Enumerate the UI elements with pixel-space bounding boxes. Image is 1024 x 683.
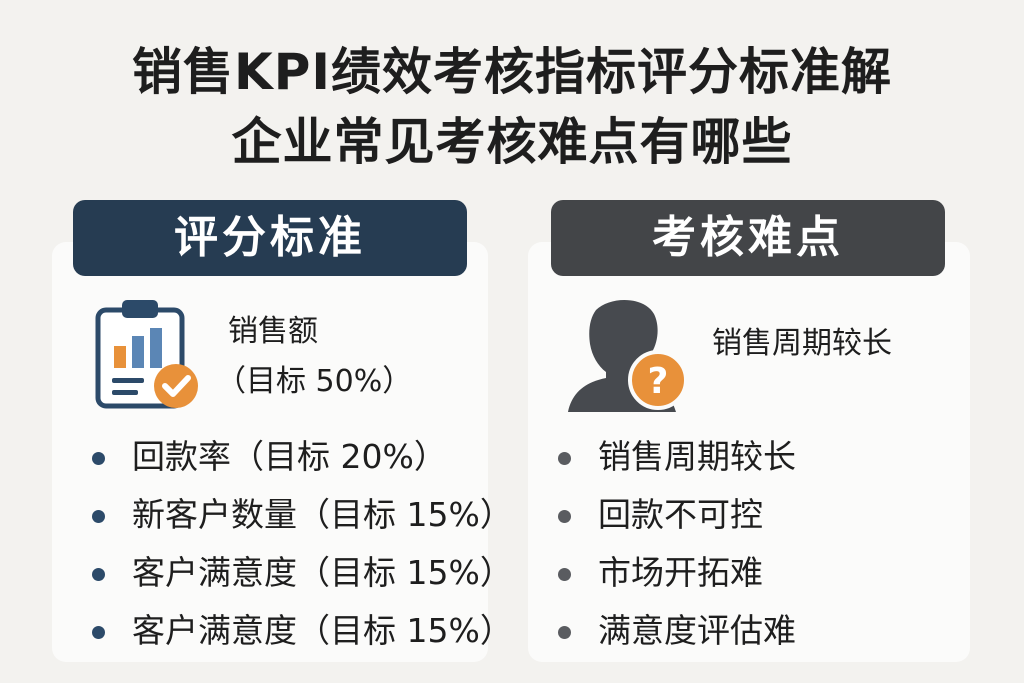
- assessment-difficulty-header: 考核难点: [551, 200, 945, 276]
- bullet-dot: [558, 626, 571, 639]
- list-item: 客户满意度（目标 15%）: [92, 544, 513, 602]
- list-item: 客户满意度（目标 15%）: [92, 602, 513, 660]
- bullet-dot: [92, 510, 105, 523]
- bullet-dot: [558, 452, 571, 465]
- assessment-difficulty-list: 销售周期较长 回款不可控 市场开拓难 满意度评估难: [558, 428, 796, 660]
- scoring-standard-list: 回款率（目标 20%） 新客户数量（目标 15%） 客户满意度（目标 15%） …: [92, 428, 513, 660]
- bullet-dot: [92, 568, 105, 581]
- page-title-line1: 销售KPI绩效考核指标评分标准解: [132, 43, 892, 101]
- list-item: 新客户数量（目标 15%）: [92, 486, 513, 544]
- list-item: 满意度评估难: [558, 602, 796, 660]
- bullet-dot: [92, 452, 105, 465]
- svg-text:?: ?: [648, 361, 669, 402]
- sales-cycle-label: 销售周期较长: [712, 326, 892, 361]
- list-item: 销售周期较长: [558, 428, 796, 486]
- bullet-dot: [558, 510, 571, 523]
- clipboard-chart-check-icon: [92, 298, 204, 418]
- list-item: 回款率（目标 20%）: [92, 428, 513, 486]
- list-item: 市场开拓难: [558, 544, 796, 602]
- scoring-standard-header: 评分标准: [73, 200, 467, 276]
- person-question-icon: ?: [566, 296, 692, 418]
- bullet-dot: [92, 626, 105, 639]
- page-title-line2: 企业常见考核难点有哪些: [231, 113, 793, 171]
- sales-amount-label: 销售额: [228, 314, 318, 349]
- sales-amount-target: （目标 50%）: [216, 364, 413, 399]
- bullet-dot: [558, 568, 571, 581]
- list-item: 回款不可控: [558, 486, 796, 544]
